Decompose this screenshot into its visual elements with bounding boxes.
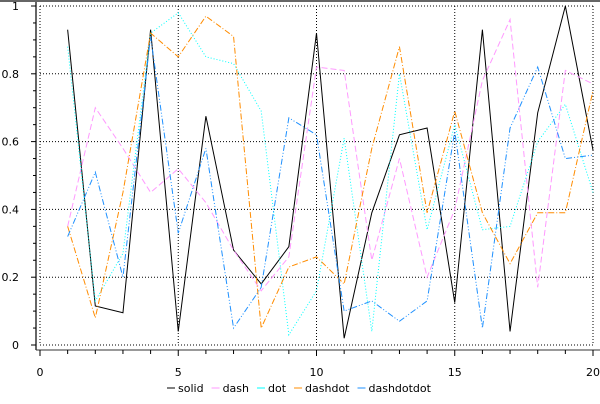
y-tick-label: 0 bbox=[12, 339, 19, 352]
grid bbox=[40, 6, 593, 345]
series-line-dot bbox=[68, 13, 593, 335]
y-tick-label: 1 bbox=[12, 0, 19, 13]
legend-label-solid: solid bbox=[178, 382, 204, 395]
y-tick-label: 0.4 bbox=[2, 203, 20, 216]
x-tick-label: 20 bbox=[586, 366, 600, 379]
series-line-dash bbox=[68, 20, 593, 291]
y-tick-label: 0.2 bbox=[2, 271, 20, 284]
x-tick-label: 15 bbox=[448, 366, 462, 379]
y-tick-label: 0.8 bbox=[2, 68, 20, 81]
x-tick-label: 5 bbox=[175, 366, 182, 379]
legend-label-dashdotdot: dashdotdot bbox=[368, 382, 431, 395]
top-border bbox=[0, 0, 600, 2]
x-tick-label: 10 bbox=[310, 366, 324, 379]
legend-label-dash: dash bbox=[223, 382, 249, 395]
y-tick-label: 0.6 bbox=[2, 136, 20, 149]
x-tick-label: 0 bbox=[37, 366, 44, 379]
axes: 0 5 10 15 20 0 0.2 0.4 0.6 0.8 1 bbox=[2, 0, 600, 379]
legend-label-dot: dot bbox=[268, 382, 287, 395]
series-lines bbox=[68, 6, 593, 338]
legend-label-dashdot: dashdot bbox=[305, 382, 350, 395]
